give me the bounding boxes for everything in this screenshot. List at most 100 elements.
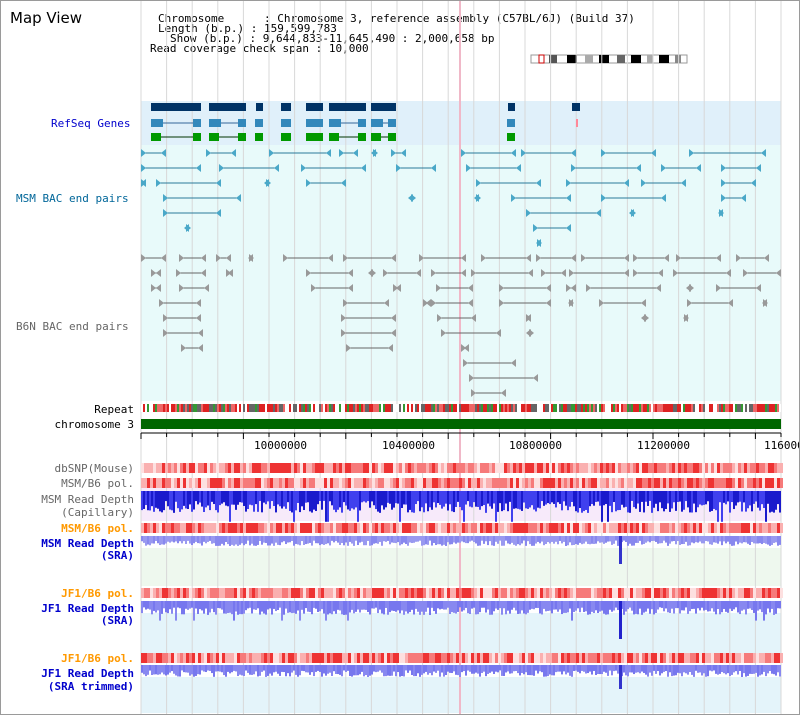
msm-pol2-cell bbox=[459, 523, 462, 533]
chromosome-ideogram[interactable] bbox=[529, 53, 689, 65]
msm-pol-cell bbox=[198, 478, 201, 488]
depth-bar bbox=[627, 601, 629, 610]
depth-bar bbox=[551, 601, 553, 614]
depth-bar bbox=[531, 536, 533, 546]
depth-bar bbox=[527, 491, 529, 509]
depth-bar bbox=[481, 601, 483, 608]
depth-bar bbox=[437, 491, 439, 504]
jf1-pol-cell bbox=[204, 588, 207, 598]
jf1-pol2-cell bbox=[396, 653, 399, 663]
jf1-pol-cell bbox=[687, 588, 690, 598]
jf1-pol2-cell bbox=[558, 653, 561, 663]
msm-pol2-cell bbox=[420, 523, 423, 533]
depth-bar bbox=[327, 536, 329, 544]
depth-bar bbox=[223, 536, 225, 546]
jf1-pol2-cell bbox=[567, 653, 570, 663]
msm-pol2-cell bbox=[645, 523, 648, 533]
repeat-cell bbox=[155, 404, 157, 412]
depth-bar bbox=[313, 491, 315, 510]
b6n-bac-end bbox=[346, 344, 351, 352]
msm-pol-cell bbox=[243, 478, 246, 488]
msm-pol-cell bbox=[540, 478, 543, 488]
repeat-cell bbox=[455, 404, 457, 412]
jf1-pol2-cell bbox=[261, 653, 264, 663]
depth-bar bbox=[669, 491, 671, 512]
jf1-pol-cell bbox=[522, 588, 525, 598]
dbsnp-cell bbox=[753, 463, 756, 473]
repeat-cell bbox=[297, 404, 299, 412]
depth-bar bbox=[483, 665, 485, 672]
b6n-bac-end bbox=[461, 344, 466, 352]
jf1-pol2-cell bbox=[477, 653, 480, 663]
depth-bar bbox=[537, 491, 539, 508]
depth-bar bbox=[271, 601, 273, 615]
depth-bar bbox=[449, 536, 451, 545]
jf1-pol-cell bbox=[723, 588, 726, 598]
depth-bar bbox=[627, 665, 629, 677]
jf1-pol-cell bbox=[648, 588, 651, 598]
depth-bar bbox=[243, 601, 245, 614]
msm-pol2-cell bbox=[456, 523, 459, 533]
depth-bar bbox=[323, 491, 325, 501]
depth-bar bbox=[355, 491, 357, 508]
label-b6n-bac-end-pairs[interactable]: B6N BAC end pairs bbox=[16, 320, 129, 333]
repeat-cell bbox=[599, 404, 601, 412]
repeat-cell bbox=[703, 404, 705, 412]
depth-bar bbox=[287, 491, 289, 503]
dbsnp-cell bbox=[366, 463, 369, 473]
depth-bar bbox=[291, 665, 293, 673]
jf1-pol2-cell bbox=[429, 653, 432, 663]
depth-bar bbox=[627, 491, 629, 513]
repeat-cell bbox=[377, 404, 379, 412]
dbsnp-cell bbox=[660, 463, 663, 473]
jf1-pol2-cell bbox=[189, 653, 192, 663]
depth-bar bbox=[433, 536, 435, 543]
depth-bar bbox=[439, 665, 441, 677]
depth-bar bbox=[307, 536, 309, 544]
repeat-cell bbox=[721, 404, 723, 412]
jf1-pol-cell bbox=[195, 588, 198, 598]
msm-pol2-cell bbox=[525, 523, 528, 533]
repeat-cell bbox=[265, 404, 267, 412]
msm-pol2-cell bbox=[294, 523, 297, 533]
depth-bar bbox=[193, 491, 195, 510]
depth-bar bbox=[645, 665, 647, 675]
jf1-pol-cell bbox=[324, 588, 327, 598]
depth-bar bbox=[147, 601, 149, 609]
depth-bar bbox=[665, 491, 667, 509]
jf1-pol-cell bbox=[483, 588, 486, 598]
depth-bar bbox=[773, 491, 775, 513]
repeat-cell bbox=[329, 404, 331, 412]
dbsnp-cell bbox=[180, 463, 183, 473]
jf1-pol-cell bbox=[354, 588, 357, 598]
msm-pol2-cell bbox=[279, 523, 282, 533]
depth-bar bbox=[249, 601, 251, 608]
depth-bar bbox=[287, 601, 289, 613]
repeat-cell bbox=[461, 404, 463, 412]
msm-pol2-cell bbox=[141, 523, 144, 533]
jf1-pol2-cell bbox=[225, 653, 228, 663]
jf1-pol-cell bbox=[669, 588, 672, 598]
repeat-cell bbox=[219, 404, 221, 412]
depth-bar bbox=[409, 491, 411, 510]
jf1-pol2-cell bbox=[510, 653, 513, 663]
jf1-pol-cell bbox=[588, 588, 591, 598]
depth-bar bbox=[389, 665, 391, 676]
dbsnp-cell bbox=[150, 463, 153, 473]
depth-bar bbox=[143, 665, 145, 675]
depth-bar bbox=[155, 665, 157, 675]
label-msm-bac-end-pairs[interactable]: MSM BAC end pairs bbox=[16, 192, 129, 205]
depth-bar bbox=[213, 665, 215, 677]
jf1-pol2-cell bbox=[306, 653, 309, 663]
msm-pol2-cell bbox=[648, 523, 651, 533]
depth-bar bbox=[535, 536, 537, 544]
depth-bar bbox=[525, 536, 527, 546]
msm-pol2-cell bbox=[243, 523, 246, 533]
depth-bar bbox=[265, 536, 267, 543]
depth-bar bbox=[575, 601, 577, 611]
label-refseq-genes[interactable]: RefSeq Genes bbox=[51, 117, 131, 130]
repeat-cell bbox=[201, 404, 203, 412]
msm-pol-cell bbox=[279, 478, 282, 488]
jf1-pol-cell bbox=[402, 588, 405, 598]
